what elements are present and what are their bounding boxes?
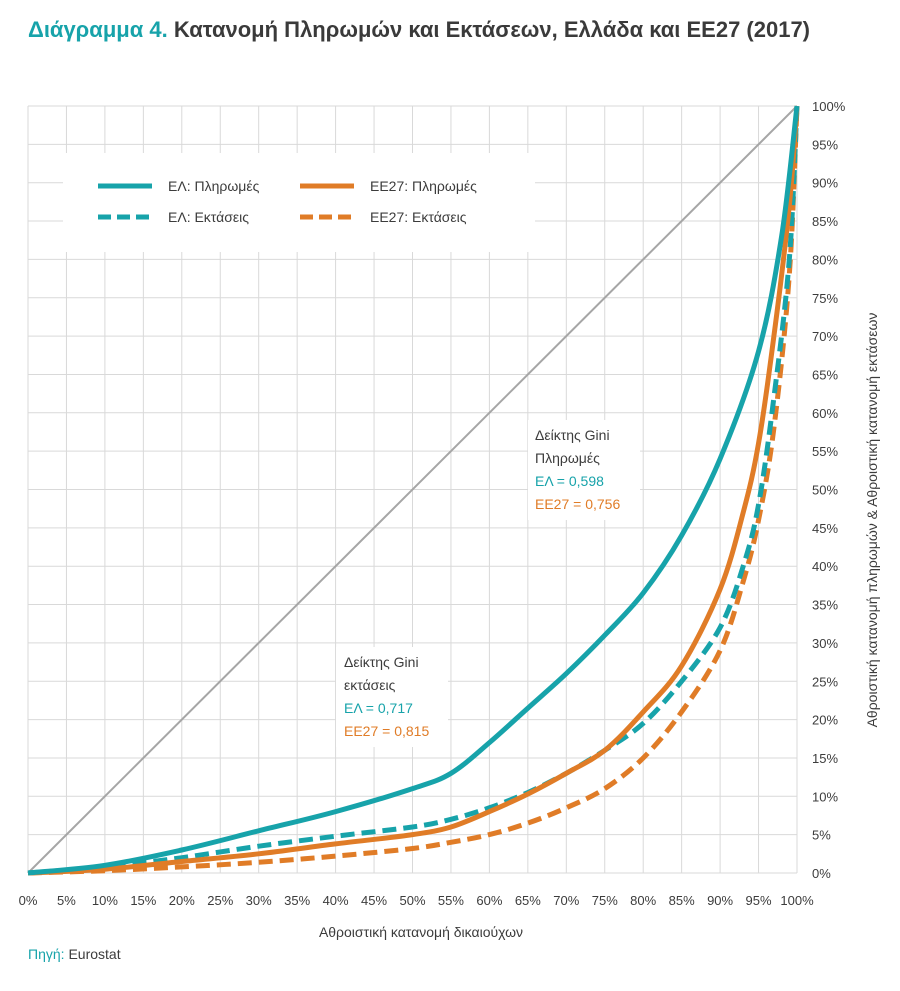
x-tick-label: 90% [707,893,733,908]
series-line-eu-area [27,105,800,876]
source-value: Eurostat [68,946,121,962]
y-tick-label: 100% [812,99,846,114]
x-tick-label: 55% [438,893,464,908]
chart-title-prefix: Διάγραμμα 4. [28,17,168,42]
y-tick-label: 25% [812,674,838,689]
y-tick-label: 65% [812,367,838,382]
y-tick-label: 60% [812,406,838,421]
annotation-area-gr-value: ΕΛ = 0,717 [344,700,413,716]
y-tick-label: 40% [812,559,838,574]
legend-label-gr-payments: ΕΛ: Πληρωμές [168,178,260,194]
chart-title-text: Κατανομή Πληρωμών και Εκτάσεων, Ελλάδα κ… [173,17,811,42]
y-tick-label: 50% [812,483,838,498]
y-axis-label: Αθροιστική κατανομή πληρωμών & Αθροιστικ… [864,313,880,728]
y-tick-label: 20% [812,713,838,728]
source-note: Πηγή: Eurostat [28,946,121,962]
annotation-payments-bg [528,420,640,520]
y-tick-label: 75% [812,291,838,306]
series-line-eu-payments [27,105,800,876]
legend-label-gr-area: ΕΛ: Εκτάσεις [168,209,249,225]
y-tick-label: 15% [812,751,838,766]
y-tick-label: 35% [812,598,838,613]
x-axis-ticks: 0% 5% 10% 15% 20% 25% 30% 35% 40% 45% 50% 55% 60% 65%… [19,893,814,908]
y-tick-label: 10% [812,789,838,804]
y-tick-label: 70% [812,329,838,344]
x-tick-label: 35% [284,893,310,908]
x-tick-label: 40% [323,893,349,908]
y-tick-label: 80% [812,252,838,267]
x-tick-label: 85% [669,893,695,908]
y-tick-label: 30% [812,636,838,651]
x-tick-label: 50% [399,893,425,908]
annotation-area-heading-2: εκτάσεις [344,677,396,693]
y-tick-label: 95% [812,137,838,152]
y-tick-label: 90% [812,176,838,191]
x-tick-label: 30% [246,893,272,908]
y-tick-label: 55% [812,444,838,459]
y-tick-label: 0% [812,866,831,881]
x-tick-label: 65% [515,893,541,908]
x-axis-label: Αθροιστική κατανομή δικαιούχων [319,924,523,940]
x-tick-label: 25% [207,893,233,908]
chart-title: Διάγραμμα 4. Κατανομή Πληρωμών και Εκτάσ… [28,14,848,46]
annotation-payments-eu-value: ΕΕ27 = 0,756 [535,496,620,512]
annotation-area-bg [336,647,448,747]
y-tick-label: 45% [812,521,838,536]
legend-label-eu-payments: ΕΕ27: Πληρωμές [370,178,477,194]
x-tick-label: 100% [780,893,814,908]
x-tick-label: 70% [553,893,579,908]
legend-label-eu-area: ΕΕ27: Εκτάσεις [370,209,467,225]
annotation-area-eu-value: ΕΕ27 = 0,815 [344,723,429,739]
x-tick-label: 5% [57,893,76,908]
x-tick-label: 75% [592,893,618,908]
annotation-gini-payments: Δείκτης Gini Πληρωμές ΕΛ = 0,598 ΕΕ27 = … [528,420,640,520]
x-tick-label: 10% [92,893,118,908]
annotation-payments-heading-1: Δείκτης Gini [535,427,610,443]
source-label: Πηγή: [28,946,65,962]
series-line-equality [27,105,798,874]
y-tick-label: 85% [812,214,838,229]
annotation-payments-gr-value: ΕΛ = 0,598 [535,473,604,489]
legend-box [63,153,535,252]
y-axis-ticks: 0% 5% 10% 15% 20% 25% 30% 35% 40% 45% 50% 55% 60% 65%… [812,99,846,881]
x-tick-label: 15% [130,893,156,908]
legend: ΕΛ: Πληρωμές ΕΕ27: Πληρωμές ΕΛ: Εκτάσεις… [63,153,535,252]
x-tick-label: 80% [630,893,656,908]
annotation-area-heading-1: Δείκτης Gini [344,654,419,670]
annotation-payments-heading-2: Πληρωμές [535,450,600,466]
y-tick-label: 5% [812,828,831,843]
x-tick-label: 60% [476,893,502,908]
x-tick-label: 95% [746,893,772,908]
x-tick-label: 45% [361,893,387,908]
series-lines [27,105,800,876]
annotation-gini-area: Δείκτης Gini εκτάσεις ΕΛ = 0,717 ΕΕ27 = … [336,647,448,747]
x-tick-label: 20% [169,893,195,908]
x-tick-label: 0% [19,893,38,908]
series-line-gr-payments [27,105,800,876]
